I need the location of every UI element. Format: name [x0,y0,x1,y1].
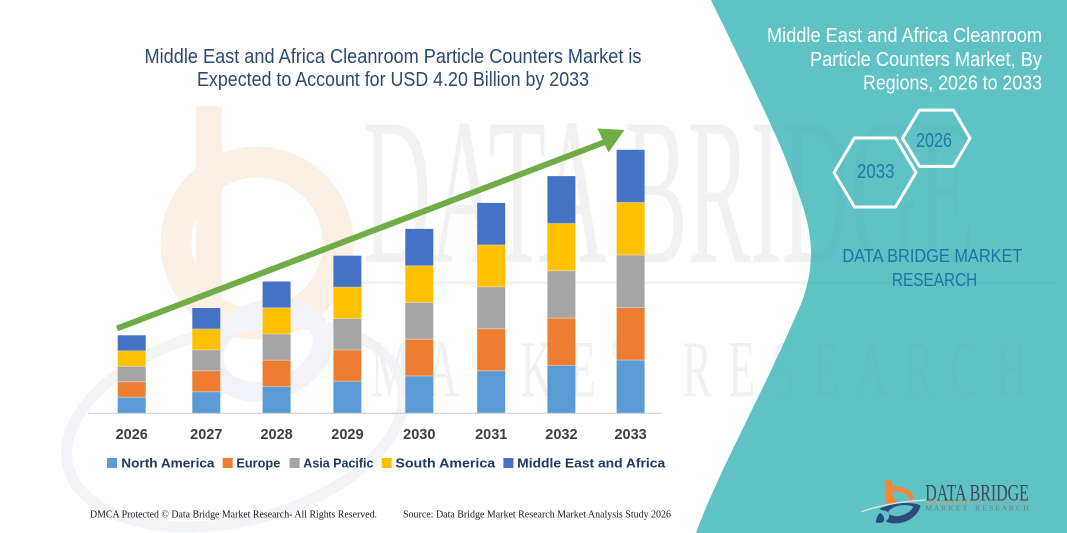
svg-text:DATA BRIDGE MARKET: DATA BRIDGE MARKET [842,246,1022,266]
svg-text:Regions, 2026 to 2033: Regions, 2026 to 2033 [863,73,1042,95]
svg-text:RESEARCH: RESEARCH [892,270,977,290]
svg-text:2032: 2032 [545,427,577,443]
svg-text:Europe: Europe [236,456,280,471]
svg-text:Middle East and Africa Cleanro: Middle East and Africa Cleanroom [767,25,1042,47]
svg-text:2026: 2026 [916,130,952,152]
svg-text:North America: North America [121,456,215,471]
svg-text:Expected to Account for USD 4.: Expected to Account for USD 4.20 Billion… [197,69,589,91]
svg-text:DMCA Protected © Data Bridge M: DMCA Protected © Data Bridge Market Rese… [90,510,377,521]
svg-text:2029: 2029 [331,427,363,443]
svg-text:2033: 2033 [857,161,895,183]
svg-text:2030: 2030 [403,427,435,443]
svg-text:South America: South America [395,456,496,471]
svg-text:Middle East and Africa: Middle East and Africa [517,456,666,471]
svg-text:Source: Data Bridge Market Res: Source: Data Bridge Market Research Mark… [403,510,671,521]
svg-text:2026: 2026 [116,427,148,443]
svg-text:Particle Counters Market, By: Particle Counters Market, By [810,49,1042,71]
svg-text:M A R K E T R E S E A R C H: M A R K E T R E S E A R C H [925,504,1029,512]
svg-text:Middle East and Africa Cleanro: Middle East and Africa Cleanroom Particl… [145,46,642,68]
svg-text:2031: 2031 [475,427,507,443]
svg-text:2033: 2033 [614,427,646,443]
svg-text:2027: 2027 [190,427,222,443]
svg-text:DATA BRIDGE: DATA BRIDGE [925,480,1029,505]
svg-text:Asia Pacific: Asia Pacific [303,456,373,471]
svg-text:2028: 2028 [260,427,292,443]
